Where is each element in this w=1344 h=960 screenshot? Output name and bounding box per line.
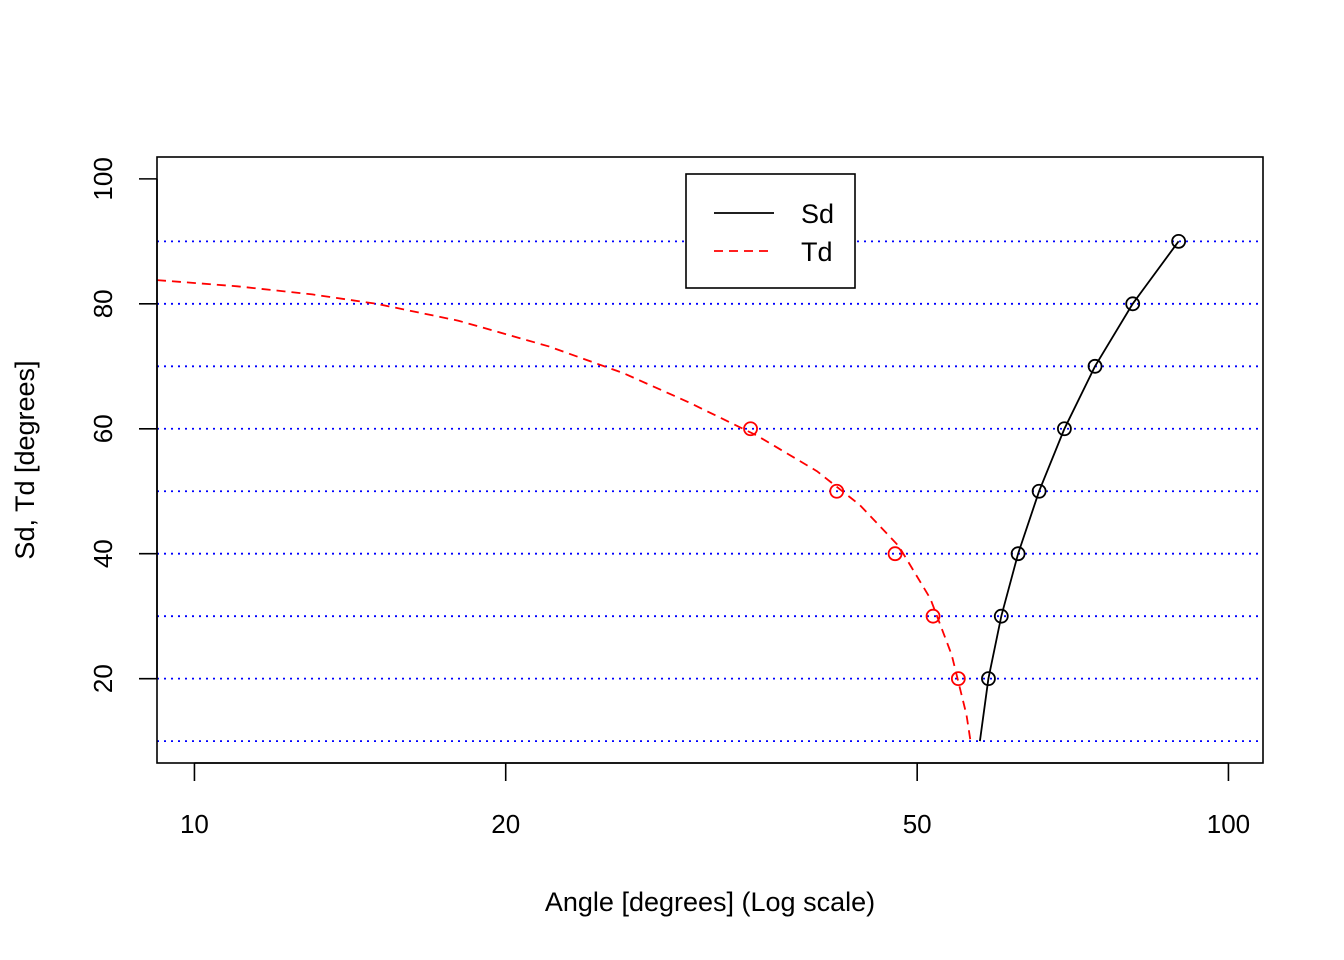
legend-label-sd: Sd (801, 199, 834, 229)
legend-box (685, 173, 856, 289)
data-point-sd (1010, 546, 1026, 562)
x-tick-label: 20 (491, 809, 520, 839)
data-point-sd (1087, 358, 1103, 374)
series-curves (156, 240, 1180, 742)
series-points (743, 233, 1187, 687)
y-tick-label: 80 (88, 289, 118, 318)
data-point-td (829, 483, 845, 499)
x-axis-title: Angle [degrees] (Log scale) (545, 887, 875, 917)
legend-label-td: Td (801, 237, 833, 267)
reference-lines (157, 240, 1263, 743)
y-tick-label: 40 (88, 539, 118, 568)
legend: Sd Td (685, 173, 856, 289)
x-axis: 10 20 50 100 (180, 762, 1250, 839)
data-point-sd (981, 671, 996, 687)
data-point-sd (1057, 421, 1072, 437)
series-line-sd (979, 240, 1180, 742)
y-tick-label: 20 (88, 664, 118, 693)
data-point-td (743, 421, 758, 437)
y-tick-label: 100 (88, 157, 118, 200)
data-point-sd (993, 608, 1009, 624)
data-point-sd (1125, 296, 1141, 312)
x-tick-label: 10 (180, 809, 209, 839)
y-axis: 20 40 60 80 100 (88, 157, 158, 693)
data-point-sd (1031, 483, 1047, 499)
y-tick-label: 60 (88, 414, 118, 443)
series-line-td (156, 279, 972, 742)
data-point-td (887, 546, 903, 562)
data-point-sd (1171, 233, 1187, 249)
x-tick-label: 100 (1207, 809, 1250, 839)
data-point-td (950, 671, 966, 687)
x-tick-label: 50 (903, 809, 932, 839)
data-point-td (925, 608, 941, 624)
y-axis-title: Sd, Td [degrees] (10, 360, 40, 559)
